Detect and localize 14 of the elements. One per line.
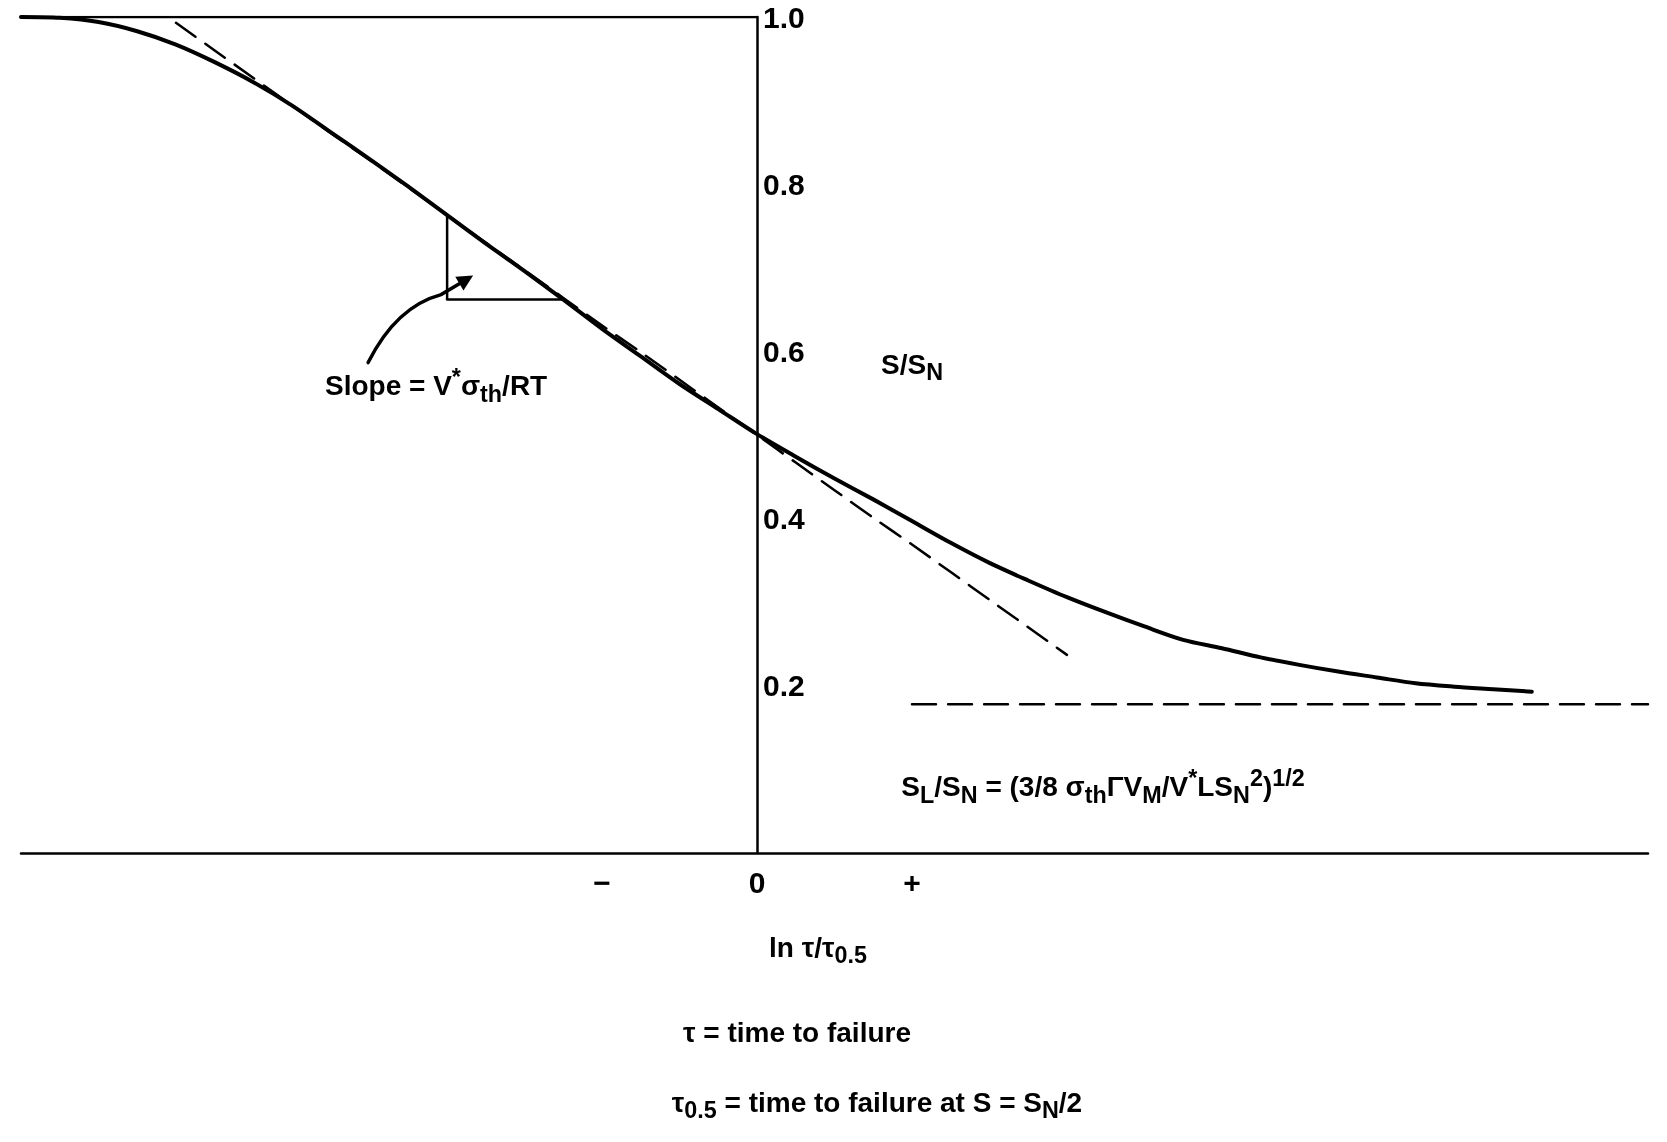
y-tick-label: 0.4 [763, 502, 806, 536]
x-tick-label: − [593, 865, 611, 899]
text: S$_{L}$/S$_{N}$ = (3/8 σ$_{th}$ΓV$_{M}$/V$^{*}$LS$_{N}$$^{2}$)$^{1/2}$ [901, 764, 1305, 808]
y-tick-label: 0.8 [763, 167, 805, 201]
text: τ = time to failure [683, 1016, 911, 1049]
y-tick-label: 0.6 [763, 334, 805, 368]
y-axis-title: S/S$_{N}$ [881, 348, 943, 387]
text: τ$_{0.5}$ = time to failure at S = S$_{N}$/2 [671, 1086, 1083, 1125]
annotation: Slope = V$^{*}$σ$_{th}$/RT [325, 363, 548, 407]
y-tick-label: 1.0 [763, 0, 805, 34]
x-tick-label: + [903, 865, 921, 899]
x-axis-title: ln τ/τ$_{0.5}$ [769, 931, 867, 970]
y-tick-label: 0.2 [763, 669, 805, 703]
x-tick-label: 0 [748, 865, 766, 899]
